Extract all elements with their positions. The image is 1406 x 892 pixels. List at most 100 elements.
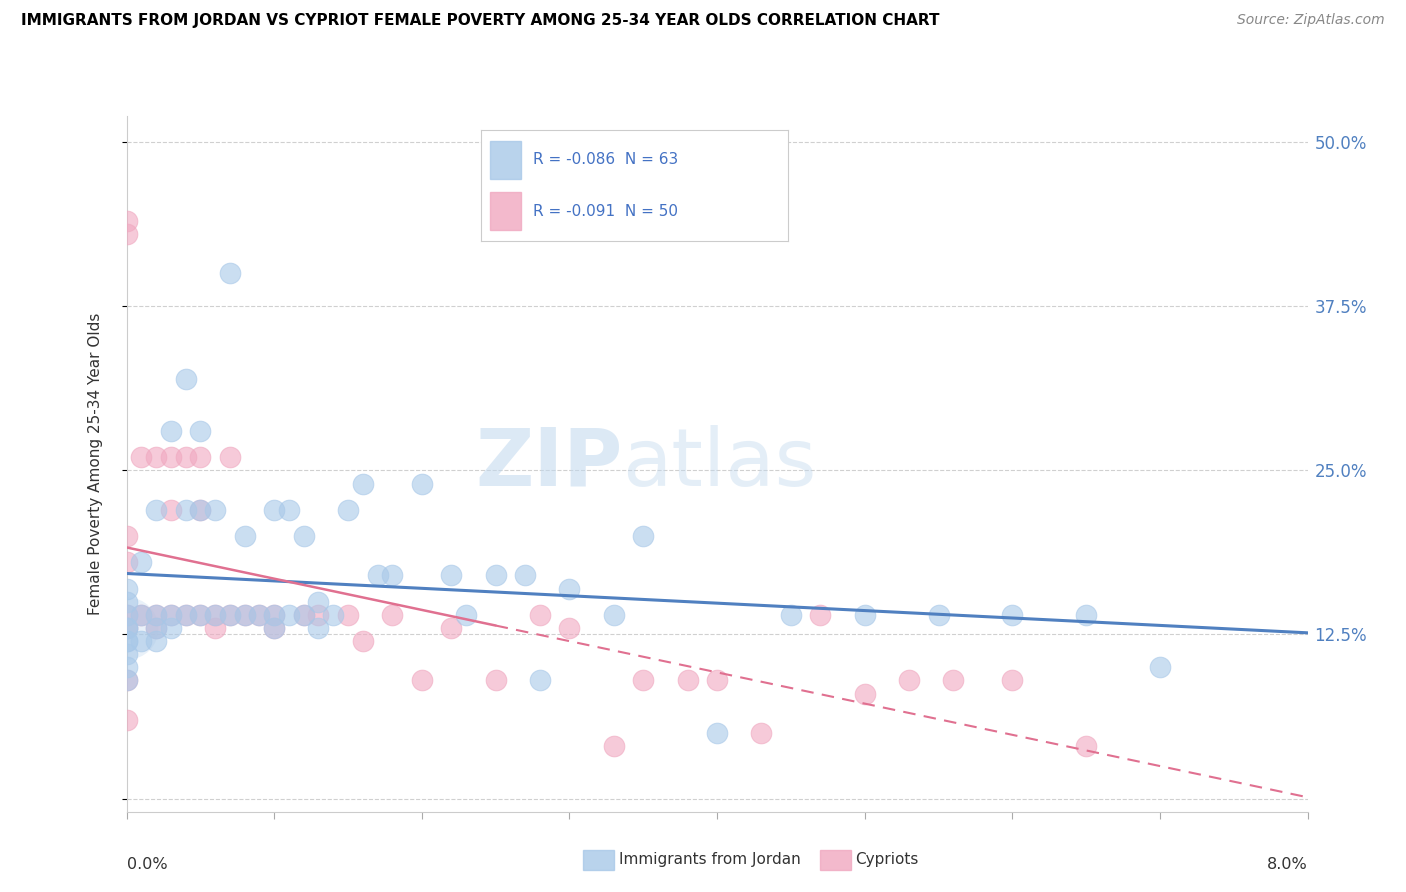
Point xyxy=(454,607,477,622)
Point xyxy=(366,568,388,582)
Point xyxy=(188,450,211,465)
Text: IMMIGRANTS FROM JORDAN VS CYPRIOT FEMALE POVERTY AMONG 25-34 YEAR OLDS CORRELATI: IMMIGRANTS FROM JORDAN VS CYPRIOT FEMALE… xyxy=(21,13,939,29)
Point xyxy=(942,673,965,688)
Text: 8.0%: 8.0% xyxy=(1267,857,1308,872)
Point xyxy=(204,607,226,622)
Point xyxy=(115,634,138,648)
Point xyxy=(779,607,801,622)
Point xyxy=(233,607,256,622)
Point xyxy=(115,673,138,688)
Text: atlas: atlas xyxy=(623,425,817,503)
Point xyxy=(603,739,626,753)
Point xyxy=(337,503,360,517)
Point xyxy=(381,568,404,582)
Point xyxy=(160,621,183,635)
Point xyxy=(263,503,285,517)
Point xyxy=(247,607,270,622)
Point xyxy=(558,621,581,635)
Point xyxy=(897,673,920,688)
Point xyxy=(188,607,211,622)
Point xyxy=(160,607,183,622)
Point xyxy=(188,503,211,517)
Point xyxy=(174,450,197,465)
Point xyxy=(160,450,183,465)
Point xyxy=(115,607,138,622)
Point xyxy=(233,529,256,543)
Point xyxy=(145,621,167,635)
Point xyxy=(307,595,329,609)
Point xyxy=(115,647,138,661)
Point xyxy=(676,673,699,688)
Point xyxy=(484,673,508,688)
Point xyxy=(278,607,301,622)
Point xyxy=(115,595,138,609)
Point xyxy=(219,450,242,465)
Point xyxy=(633,673,655,688)
Point xyxy=(188,503,211,517)
Text: R = -0.091  N = 50: R = -0.091 N = 50 xyxy=(533,203,678,219)
Point xyxy=(440,568,463,582)
Point xyxy=(484,568,508,582)
Text: R = -0.086  N = 63: R = -0.086 N = 63 xyxy=(533,153,678,168)
Point xyxy=(751,726,773,740)
Point xyxy=(247,607,270,622)
Point xyxy=(1076,607,1098,622)
Point xyxy=(115,660,138,674)
Point xyxy=(115,621,138,635)
Point xyxy=(307,607,329,622)
Point xyxy=(188,424,211,438)
Point xyxy=(174,371,197,385)
Point xyxy=(115,634,138,648)
Point xyxy=(278,503,301,517)
Point xyxy=(115,582,138,596)
Point xyxy=(129,607,153,622)
Point xyxy=(129,555,153,569)
Point xyxy=(263,621,285,635)
Point xyxy=(706,726,728,740)
Point xyxy=(174,503,197,517)
Point xyxy=(1076,739,1098,753)
Point xyxy=(129,634,153,648)
Point xyxy=(160,424,183,438)
Bar xyxy=(491,192,520,230)
Point xyxy=(292,607,315,622)
Point xyxy=(115,713,138,727)
Text: ZIP: ZIP xyxy=(475,425,623,503)
Point xyxy=(603,607,626,622)
Point xyxy=(204,621,226,635)
Point xyxy=(160,607,183,622)
Point xyxy=(1001,607,1024,622)
Point xyxy=(115,214,138,228)
Text: Source: ZipAtlas.com: Source: ZipAtlas.com xyxy=(1237,13,1385,28)
Point xyxy=(411,476,433,491)
Point xyxy=(1001,673,1024,688)
Point xyxy=(322,607,344,622)
Point xyxy=(352,634,374,648)
Point xyxy=(145,621,167,635)
Point xyxy=(174,607,197,622)
Point xyxy=(204,503,226,517)
Point xyxy=(1149,660,1171,674)
Point xyxy=(115,529,138,543)
Point xyxy=(115,227,138,241)
Point xyxy=(292,529,315,543)
Point xyxy=(411,673,433,688)
Point xyxy=(129,607,153,622)
Point xyxy=(307,621,329,635)
Point xyxy=(440,621,463,635)
Point xyxy=(853,607,876,622)
Point xyxy=(204,607,226,622)
Point xyxy=(219,607,242,622)
Point xyxy=(233,607,256,622)
Point xyxy=(352,476,374,491)
Point xyxy=(115,621,138,635)
Point xyxy=(115,607,138,622)
Y-axis label: Female Poverty Among 25-34 Year Olds: Female Poverty Among 25-34 Year Olds xyxy=(89,313,103,615)
Point xyxy=(810,607,832,622)
Point xyxy=(292,607,315,622)
Point xyxy=(145,607,167,622)
Point xyxy=(263,607,285,622)
Point xyxy=(219,607,242,622)
Point xyxy=(633,529,655,543)
Point xyxy=(381,607,404,622)
